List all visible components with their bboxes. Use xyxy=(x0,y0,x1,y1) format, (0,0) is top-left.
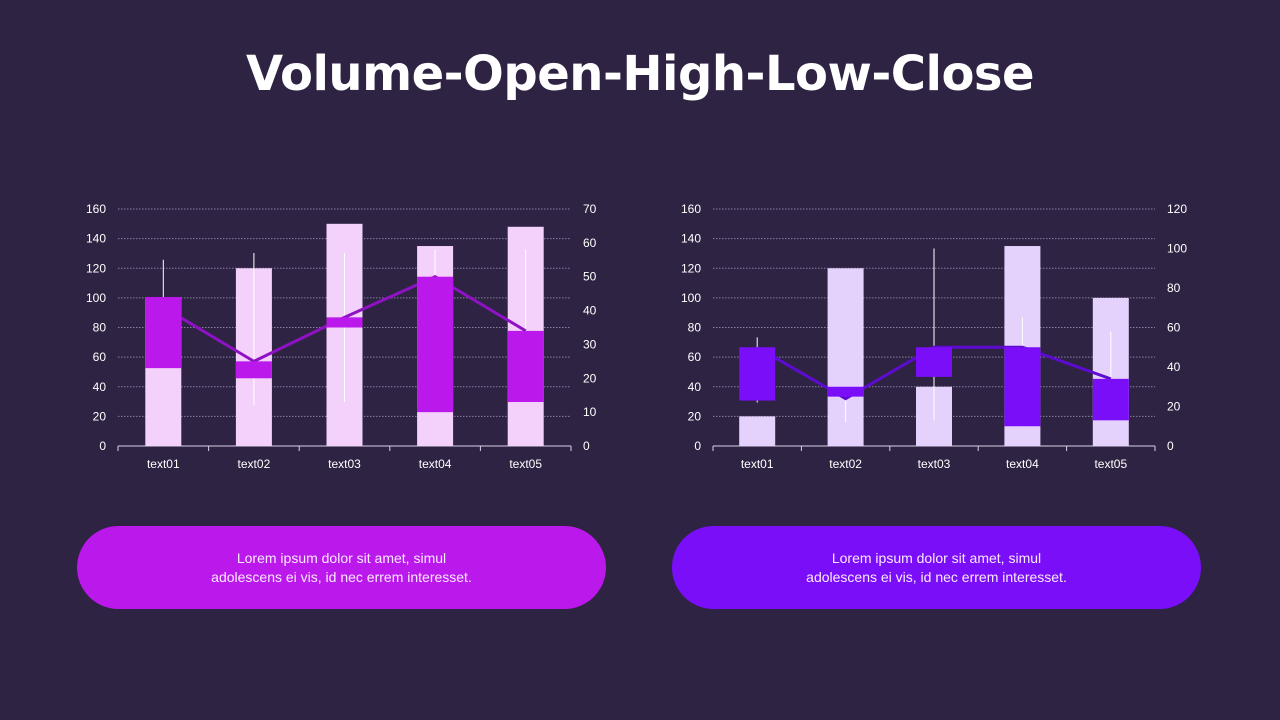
y-right-tick-label: 20 xyxy=(583,371,597,385)
y-left-tick-label: 120 xyxy=(86,261,106,275)
x-tick-label: text04 xyxy=(419,457,452,471)
candle-body xyxy=(507,330,544,402)
candle-body xyxy=(1004,347,1041,427)
y-left-tick-label: 40 xyxy=(688,380,702,394)
y-left-tick-label: 160 xyxy=(86,202,106,216)
x-tick-label: text05 xyxy=(1094,457,1127,471)
page-title: Volume-Open-High-Low-Close xyxy=(245,46,1035,102)
y-right-tick-label: 10 xyxy=(583,405,597,419)
y-right-tick-label: 0 xyxy=(1167,439,1174,453)
chart-right: 0 20 40 60 80 100 120 140 160 0 20 40 60 80 100 120 text… xyxy=(681,202,1187,471)
y-right-tick-label: 30 xyxy=(583,337,597,351)
y-left-tick-label: 120 xyxy=(681,261,701,275)
y-right-tick-label: 40 xyxy=(583,304,597,318)
caption-line2: adolescens ei vis, id nec errem interess… xyxy=(211,568,472,585)
x-tick-label: text01 xyxy=(147,457,180,471)
y-left-tick-label: 100 xyxy=(681,291,701,305)
y-right-tick-label: 100 xyxy=(1167,242,1187,256)
caption-pill-left: Lorem ipsum dolor sit amet, simul adolesc… xyxy=(77,526,606,609)
candle-body xyxy=(145,297,182,369)
x-tick-label: text05 xyxy=(509,457,542,471)
y-left-tick-label: 140 xyxy=(681,232,701,246)
candle-body xyxy=(827,386,864,397)
y-right-tick-label: 40 xyxy=(1167,360,1181,374)
volume-bar xyxy=(739,416,776,446)
candle-body xyxy=(235,361,272,379)
x-tick-label: text02 xyxy=(829,457,862,471)
y-left-tick-label: 100 xyxy=(86,291,106,305)
caption-line1: Lorem ipsum dolor sit amet, simul xyxy=(831,549,1042,566)
y-right-tick-label: 60 xyxy=(1167,321,1181,335)
candle-body xyxy=(916,347,952,377)
x-tick-label: text02 xyxy=(238,457,271,471)
caption-pill-right: Lorem ipsum dolor sit amet, simul adolesc… xyxy=(672,526,1201,609)
candle-body xyxy=(739,347,776,401)
y-right-tick-label: 70 xyxy=(583,202,597,216)
y-left-tick-label: 0 xyxy=(694,439,701,453)
caption-line2: adolescens ei vis, id nec errem interess… xyxy=(806,568,1067,585)
y-left-tick-label: 160 xyxy=(681,202,701,216)
y-left-tick-label: 80 xyxy=(688,321,702,335)
candle-body xyxy=(417,276,454,413)
caption-line1: Lorem ipsum dolor sit amet, simul xyxy=(236,549,447,566)
x-tick-label: text01 xyxy=(741,457,774,471)
y-left-tick-label: 60 xyxy=(688,350,702,364)
candle-body xyxy=(326,317,363,328)
chart-left: 0 20 40 60 80 100 120 140 160 0 10 20 30 40 50 60 70 text… xyxy=(86,202,597,471)
y-left-tick-label: 40 xyxy=(93,380,107,394)
y-right-tick-label: 80 xyxy=(1167,281,1181,295)
y-right-tick-label: 0 xyxy=(583,439,590,453)
y-left-tick-label: 20 xyxy=(688,409,702,423)
y-right-tick-label: 20 xyxy=(1167,400,1181,414)
y-left-tick-label: 60 xyxy=(93,350,107,364)
y-left-tick-label: 20 xyxy=(93,409,107,423)
y-right-tick-label: 120 xyxy=(1167,202,1187,216)
y-right-tick-label: 60 xyxy=(583,236,597,250)
y-left-tick-label: 140 xyxy=(86,232,106,246)
y-left-tick-label: 0 xyxy=(99,439,106,453)
x-tick-label: text03 xyxy=(328,457,361,471)
x-tick-label: text04 xyxy=(1006,457,1039,471)
y-right-tick-label: 50 xyxy=(583,270,597,284)
x-tick-label: text03 xyxy=(918,457,951,471)
y-left-tick-label: 80 xyxy=(93,321,107,335)
candle-body xyxy=(1092,378,1129,421)
